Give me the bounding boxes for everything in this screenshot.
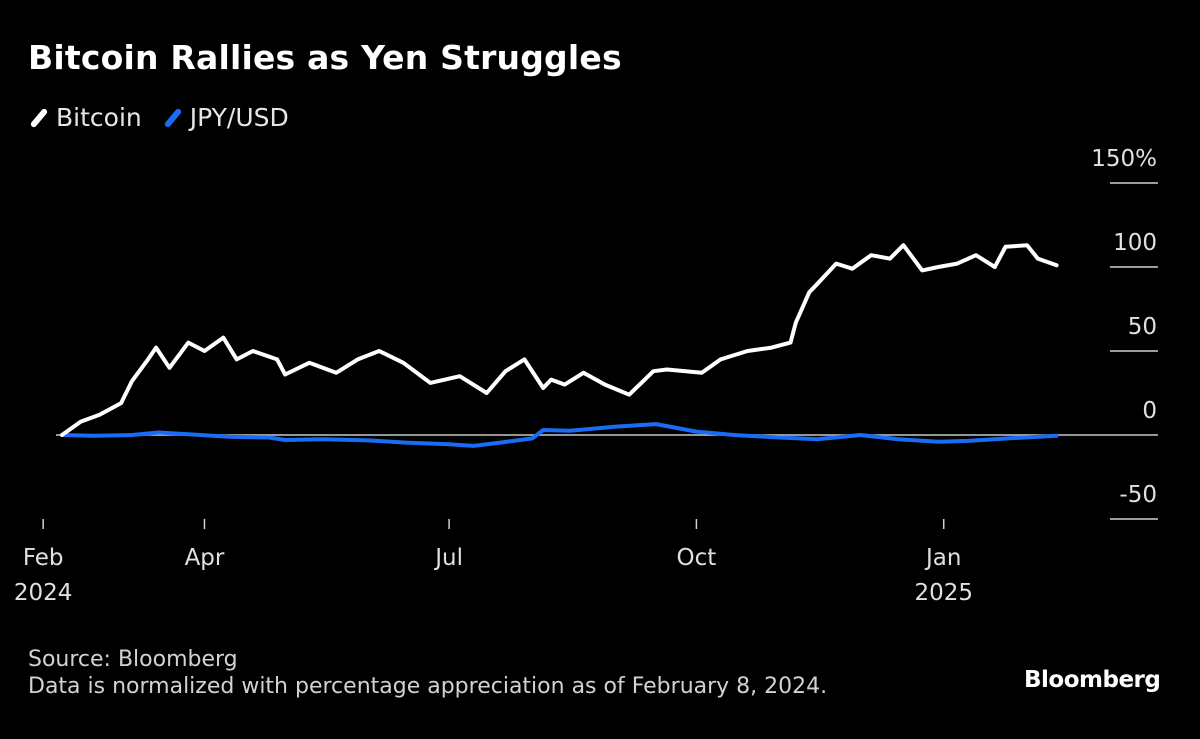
series-line-bitcoin: [60, 243, 1059, 437]
x-tick-year-label: 2025: [914, 580, 973, 606]
chart-title: Bitcoin Rallies as Yen Struggles: [28, 38, 622, 77]
legend-label-bitcoin: Bitcoin: [56, 103, 142, 132]
x-tick-year-label: 2024: [14, 580, 73, 606]
source-note: Source: Bloomberg: [28, 647, 238, 672]
chart-legend: Bitcoin JPY/USD: [29, 103, 311, 132]
series-layer: [60, 243, 1059, 448]
chart-footer: Source: Bloomberg Data is normalized wit…: [28, 646, 827, 700]
legend-item-bitcoin: Bitcoin: [29, 103, 142, 132]
series-line-jpy-usd: [60, 422, 1059, 448]
bloomberg-logo: Bloomberg: [1024, 667, 1161, 693]
x-tick-label: Jan: [924, 545, 961, 571]
normalization-note: Data is normalized with percentage appre…: [28, 674, 828, 699]
y-tick-label: 50: [1128, 314, 1157, 340]
y-axis: 150% 100 50 0 -50: [56, 146, 1158, 520]
y-tick-label: 0: [1142, 398, 1157, 424]
legend-item-jpy-usd: JPY/USD: [163, 103, 289, 132]
legend-label-jpy-usd: JPY/USD: [189, 103, 289, 132]
x-axis: Feb 2024 Apr Jul Oct Jan 2025: [14, 519, 973, 606]
line-chart: 150% 100 50 0 -50 Feb 2024 Apr Jul Oct Jan 2025: [14, 146, 1158, 606]
y-tick-label: -50: [1119, 482, 1157, 508]
x-tick-label: Jul: [433, 545, 463, 571]
y-tick-label: 150%: [1091, 146, 1157, 172]
x-tick-label: Oct: [677, 545, 717, 571]
y-tick-label: 100: [1113, 230, 1157, 256]
x-tick-label: Apr: [185, 545, 225, 571]
x-tick-label: Feb: [23, 545, 64, 571]
